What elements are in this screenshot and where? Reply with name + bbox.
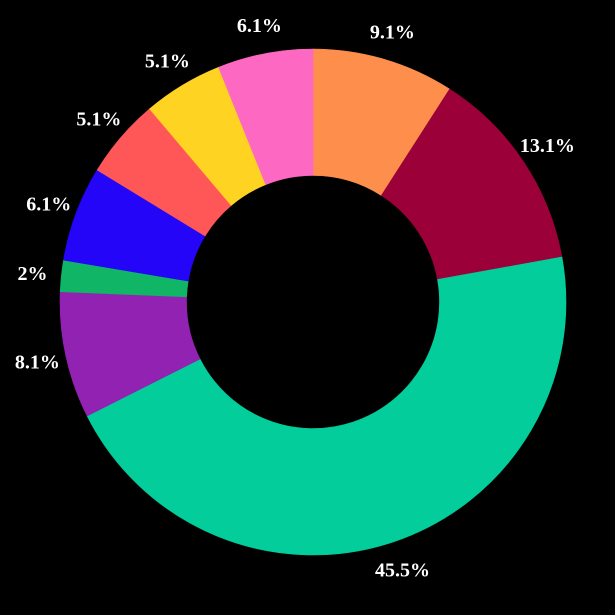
slice-percent-label: 9.1% bbox=[370, 21, 415, 43]
pie-slice-slice-3 bbox=[86, 256, 567, 556]
slice-percent-label: 13.1% bbox=[520, 135, 575, 157]
slice-percent-label: 2% bbox=[18, 263, 48, 285]
slice-percent-label: 5.1% bbox=[145, 51, 190, 73]
slice-percent-label: 6.1% bbox=[237, 15, 282, 37]
slice-percent-label: 5.1% bbox=[76, 109, 121, 131]
pie-slice-slice-9 bbox=[218, 48, 314, 186]
slice-percent-label: 8.1% bbox=[15, 352, 60, 374]
slice-percent-label: 45.5% bbox=[375, 559, 430, 581]
slice-percent-label: 6.1% bbox=[26, 193, 71, 215]
